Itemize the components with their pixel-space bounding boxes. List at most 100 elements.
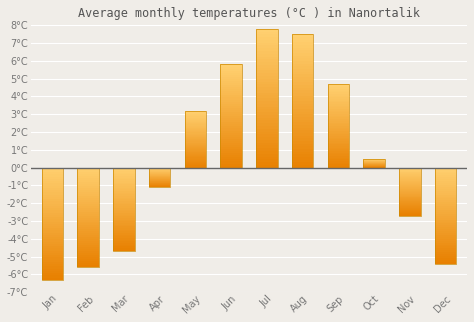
Bar xyxy=(42,185,63,188)
Bar xyxy=(42,255,63,257)
Bar xyxy=(185,149,206,151)
Bar xyxy=(77,240,99,242)
Bar xyxy=(435,177,456,179)
Bar xyxy=(435,210,456,212)
Bar xyxy=(113,171,135,173)
Bar xyxy=(256,151,278,154)
Bar xyxy=(435,170,456,172)
Bar xyxy=(185,123,206,124)
Bar xyxy=(256,148,278,151)
Bar xyxy=(42,278,63,280)
Bar xyxy=(435,194,456,196)
Bar xyxy=(220,118,242,120)
Bar xyxy=(113,233,135,235)
Bar xyxy=(435,237,456,239)
Bar xyxy=(328,91,349,92)
Bar xyxy=(256,96,278,98)
Title: Average monthly temperatures (°C ) in Nanortalik: Average monthly temperatures (°C ) in Na… xyxy=(78,7,420,20)
Bar xyxy=(435,198,456,200)
Bar xyxy=(292,144,313,146)
Bar xyxy=(42,244,63,246)
Bar xyxy=(292,133,313,136)
Bar xyxy=(42,194,63,197)
Bar xyxy=(256,68,278,71)
Bar xyxy=(113,226,135,228)
Bar xyxy=(256,137,278,140)
Bar xyxy=(399,177,420,178)
Bar xyxy=(328,128,349,129)
Bar xyxy=(328,141,349,143)
Bar xyxy=(185,163,206,164)
Bar xyxy=(185,155,206,156)
Bar xyxy=(292,157,313,160)
Bar xyxy=(435,252,456,254)
Bar xyxy=(256,115,278,118)
Bar xyxy=(399,214,420,215)
Bar xyxy=(113,201,135,203)
Bar xyxy=(292,61,313,63)
Bar xyxy=(77,204,99,205)
Bar xyxy=(77,180,99,182)
Bar xyxy=(77,212,99,213)
Bar xyxy=(185,130,206,131)
Bar xyxy=(113,221,135,223)
Bar xyxy=(292,40,313,42)
Bar xyxy=(328,158,349,159)
Bar xyxy=(328,121,349,122)
Bar xyxy=(220,157,242,159)
Bar xyxy=(328,84,349,86)
Bar xyxy=(77,168,99,170)
Bar xyxy=(77,184,99,185)
Bar xyxy=(435,260,456,262)
Bar xyxy=(399,172,420,173)
Bar xyxy=(42,260,63,262)
Bar xyxy=(113,246,135,248)
Bar xyxy=(292,42,313,45)
Bar xyxy=(42,206,63,208)
Bar xyxy=(77,257,99,260)
Bar xyxy=(185,166,206,168)
Bar xyxy=(292,53,313,55)
Bar xyxy=(220,151,242,153)
Bar xyxy=(185,128,206,129)
Bar xyxy=(328,137,349,139)
Bar xyxy=(220,114,242,116)
Bar xyxy=(435,174,456,175)
Bar xyxy=(220,77,242,79)
Bar xyxy=(328,118,349,119)
Bar xyxy=(185,126,206,127)
Bar xyxy=(256,154,278,156)
Bar xyxy=(149,174,170,175)
Bar xyxy=(42,233,63,235)
Bar xyxy=(292,82,313,85)
Bar xyxy=(113,235,135,236)
Bar xyxy=(220,166,242,168)
Bar xyxy=(435,250,456,252)
Bar xyxy=(185,164,206,166)
Bar xyxy=(256,29,278,32)
Bar xyxy=(256,98,278,101)
Bar xyxy=(256,40,278,43)
Bar xyxy=(256,156,278,159)
Bar xyxy=(256,32,278,34)
Bar xyxy=(435,223,456,225)
Bar xyxy=(328,156,349,158)
Bar xyxy=(220,141,242,143)
Bar xyxy=(328,163,349,164)
Bar xyxy=(113,208,135,210)
Bar xyxy=(220,112,242,114)
Bar xyxy=(113,231,135,233)
Bar xyxy=(256,132,278,134)
Bar xyxy=(399,179,420,180)
Bar xyxy=(77,182,99,184)
Bar xyxy=(220,159,242,161)
Bar xyxy=(220,81,242,83)
Bar xyxy=(220,143,242,145)
Bar xyxy=(328,99,349,101)
Bar xyxy=(42,199,63,201)
Bar xyxy=(113,183,135,185)
Bar xyxy=(113,238,135,240)
Bar xyxy=(113,194,135,196)
Bar xyxy=(113,198,135,199)
Bar xyxy=(113,178,135,179)
